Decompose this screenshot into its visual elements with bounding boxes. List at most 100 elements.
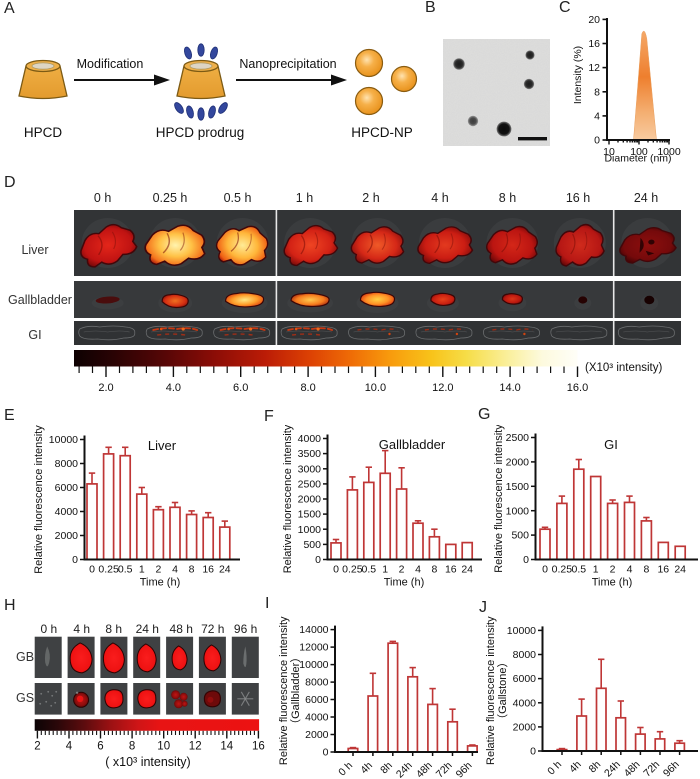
svg-text:14.0: 14.0: [499, 382, 520, 394]
svg-text:12: 12: [588, 62, 600, 74]
svg-text:GS: GS: [16, 691, 34, 705]
svg-text:HPCD prodrug: HPCD prodrug: [156, 125, 245, 140]
svg-text:Nanoprecipitation: Nanoprecipitation: [239, 57, 336, 71]
svg-text:4000: 4000: [55, 506, 79, 518]
svg-text:Modification: Modification: [77, 57, 144, 71]
svg-text:0: 0: [542, 564, 548, 576]
svg-text:0 h: 0 h: [545, 759, 564, 778]
svg-text:10000: 10000: [299, 659, 328, 671]
svg-text:8: 8: [643, 564, 649, 576]
svg-text:8 h: 8 h: [499, 191, 516, 205]
svg-text:1000: 1000: [657, 146, 681, 158]
svg-text:0.25: 0.25: [98, 564, 119, 576]
svg-text:8000: 8000: [513, 649, 537, 661]
svg-text:2000: 2000: [513, 722, 537, 734]
svg-text:10: 10: [157, 741, 170, 753]
svg-text:Liver: Liver: [148, 438, 177, 453]
svg-text:3000: 3000: [298, 463, 322, 475]
svg-text:8: 8: [129, 741, 135, 753]
svg-text:2: 2: [34, 741, 40, 753]
svg-text:4h: 4h: [567, 759, 584, 776]
svg-text:3500: 3500: [298, 448, 322, 460]
svg-text:6000: 6000: [305, 694, 329, 706]
svg-text:0: 0: [323, 747, 329, 759]
svg-text:16 h: 16 h: [566, 191, 590, 205]
svg-text:96h: 96h: [454, 760, 475, 779]
svg-text:( x10³ intensity): ( x10³ intensity): [105, 755, 190, 769]
svg-text:8 h: 8 h: [105, 622, 122, 636]
svg-text:2: 2: [155, 564, 161, 576]
svg-text:GB: GB: [16, 650, 34, 664]
svg-text:4 h: 4 h: [73, 622, 90, 636]
svg-text:2000: 2000: [506, 457, 530, 469]
svg-text:72 h: 72 h: [201, 622, 224, 636]
svg-text:0: 0: [523, 554, 529, 566]
svg-text:48h: 48h: [414, 760, 435, 779]
svg-text:16: 16: [445, 564, 457, 576]
svg-text:1500: 1500: [298, 509, 322, 521]
svg-text:0.5: 0.5: [361, 564, 376, 576]
svg-text:4: 4: [594, 110, 600, 122]
svg-text:24h: 24h: [602, 759, 623, 779]
svg-text:0: 0: [89, 564, 95, 576]
svg-text:14000: 14000: [299, 624, 328, 636]
svg-text:8.0: 8.0: [300, 382, 315, 394]
svg-text:Gallbladder: Gallbladder: [379, 437, 446, 452]
svg-text:8000: 8000: [305, 677, 329, 689]
svg-text:Relative fluorescence intensit: Relative fluorescence intensity: [282, 425, 294, 573]
svg-text:500: 500: [511, 530, 529, 542]
svg-text:0: 0: [333, 564, 339, 576]
svg-text:2 h: 2 h: [362, 191, 379, 205]
svg-text:6.0: 6.0: [233, 382, 248, 394]
svg-text:4: 4: [415, 564, 421, 576]
svg-text:12.0: 12.0: [432, 382, 453, 394]
svg-text:Diameter (nm): Diameter (nm): [604, 153, 671, 165]
svg-text:16: 16: [252, 741, 265, 753]
svg-text:4: 4: [627, 564, 633, 576]
svg-text:0: 0: [315, 554, 321, 566]
svg-text:0 h: 0 h: [41, 622, 58, 636]
svg-text:4: 4: [66, 741, 73, 753]
svg-text:100: 100: [630, 146, 648, 158]
svg-text:0.5: 0.5: [571, 564, 586, 576]
svg-text:Time (h): Time (h): [592, 577, 633, 589]
svg-text:0.25: 0.25: [342, 564, 363, 576]
svg-text:2: 2: [610, 564, 616, 576]
svg-text:4 h: 4 h: [431, 191, 448, 205]
svg-text:4: 4: [172, 564, 178, 576]
svg-text:6000: 6000: [55, 482, 79, 494]
svg-text:（Gallstone）: （Gallstone）: [496, 656, 509, 724]
svg-text:16.0: 16.0: [567, 382, 588, 394]
svg-text:GI: GI: [604, 437, 618, 452]
svg-text:16: 16: [657, 564, 669, 576]
svg-text:4000: 4000: [298, 433, 322, 445]
svg-text:2500: 2500: [298, 479, 322, 491]
svg-text:HPCD: HPCD: [24, 125, 63, 140]
svg-text:Time (h): Time (h): [384, 577, 425, 589]
svg-text:1000: 1000: [506, 505, 530, 517]
svg-text:12000: 12000: [299, 642, 328, 654]
svg-text:（Gallbladder）: （Gallbladder）: [289, 652, 302, 730]
svg-text:0.25: 0.25: [552, 564, 573, 576]
svg-text:Relative fluorescence intensit: Relative fluorescence intensity: [33, 425, 45, 574]
svg-text:500: 500: [303, 539, 321, 551]
svg-text:8: 8: [431, 564, 437, 576]
svg-text:4h: 4h: [358, 760, 375, 777]
svg-text:24: 24: [674, 564, 686, 576]
svg-text:4000: 4000: [305, 712, 329, 724]
svg-text:0: 0: [594, 135, 600, 147]
svg-text:0.5: 0.5: [118, 564, 133, 576]
svg-text:6: 6: [97, 741, 103, 753]
svg-text:12: 12: [189, 741, 202, 753]
svg-text:96h: 96h: [661, 759, 682, 779]
svg-text:16: 16: [202, 564, 214, 576]
svg-text:10000: 10000: [507, 625, 536, 637]
svg-text:2000: 2000: [305, 729, 329, 741]
svg-text:2500: 2500: [506, 432, 530, 444]
svg-text:48h: 48h: [622, 759, 643, 779]
svg-text:14: 14: [220, 741, 233, 753]
svg-text:1: 1: [593, 564, 599, 576]
svg-text:16: 16: [588, 38, 600, 50]
svg-text:Relative fluorescence intensit: Relative fluorescence intensity: [278, 616, 290, 765]
svg-text:HPCD-NP: HPCD-NP: [351, 125, 413, 140]
